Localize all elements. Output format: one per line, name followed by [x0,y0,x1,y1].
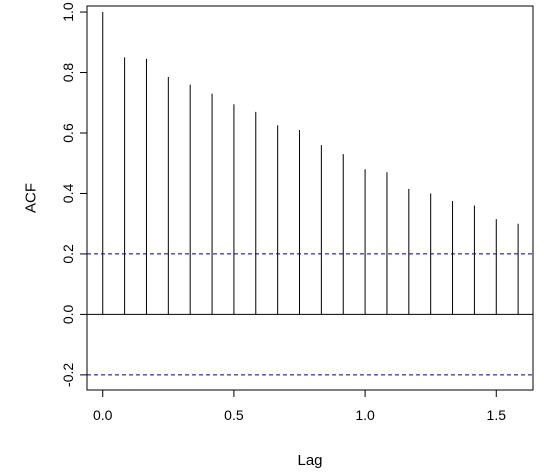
x-tick-label: 1.0 [355,407,375,423]
x-tick-label: 0.0 [93,407,113,423]
y-tick-label: 0.6 [60,123,76,143]
y-tick-label: 0.8 [60,63,76,83]
reference-lines [87,253,533,376]
y-tick-label: 0.4 [60,184,76,204]
acf-spikes [102,12,519,315]
x-axis-title: Lag [297,452,322,469]
y-tick-label: 0.0 [60,304,76,324]
y-axis-title: ACF [23,183,40,213]
y-tick-label: 0.2 [60,244,76,264]
y-tick-label: -0.2 [60,363,76,387]
y-axis: -0.2 0.0 0.2 0.4 0.6 0.8 1.0 [60,2,88,387]
plot-frame [86,5,534,391]
x-tick-label: 0.5 [224,407,244,423]
x-axis: 0.0 0.5 1.0 1.5 [93,389,507,423]
y-tick-label: 1.0 [60,2,76,22]
x-tick-label: 1.5 [487,407,507,423]
